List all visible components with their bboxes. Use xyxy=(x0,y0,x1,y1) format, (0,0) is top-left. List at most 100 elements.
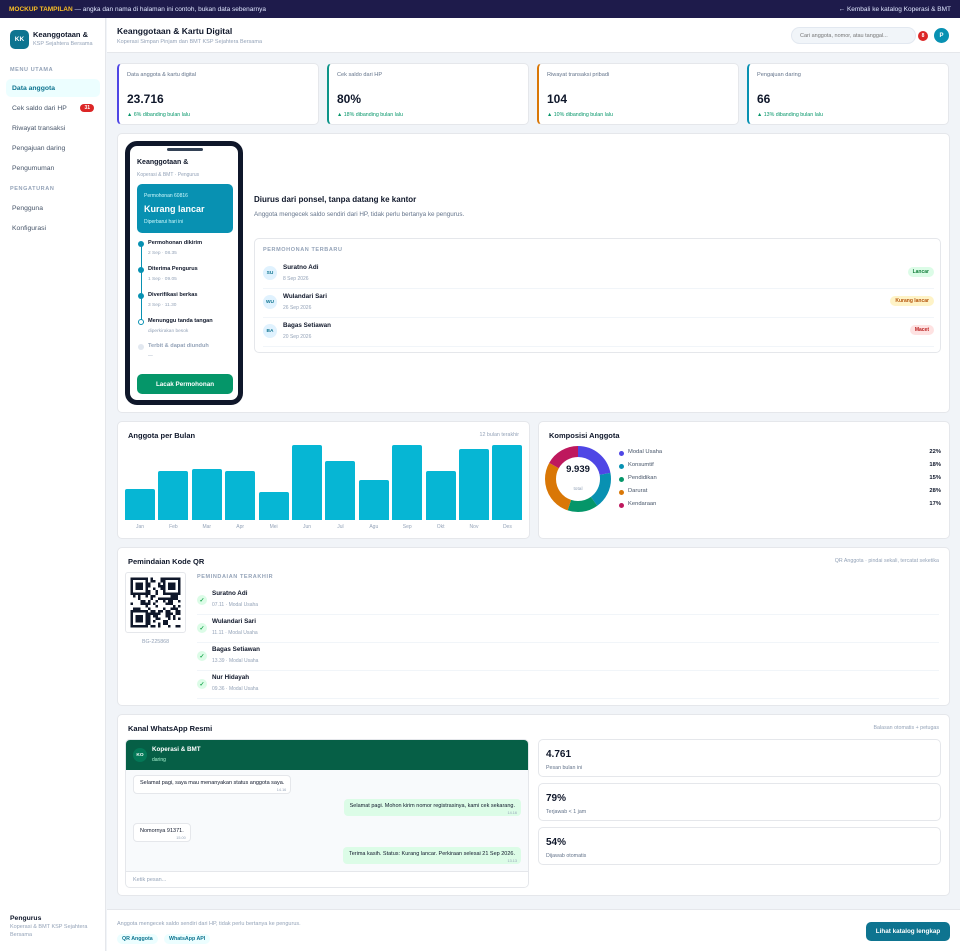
legend-item: Kendaraan 17% xyxy=(619,501,941,511)
qr-module xyxy=(153,615,156,618)
request-date: 20 Sep 2026 xyxy=(283,334,312,340)
sidebar-item-pengguna[interactable]: Pengguna xyxy=(6,199,100,217)
sidebar-item-konfigurasi[interactable]: Konfigurasi xyxy=(6,219,100,237)
legend-swatch xyxy=(619,464,624,469)
chat-message-input[interactable]: Ketik pesan... xyxy=(126,871,528,887)
scan-row[interactable]: ✓ Wulandari Sari 11.11 · Modal Usaha xyxy=(197,615,939,643)
qr-module xyxy=(168,617,171,620)
qr-module xyxy=(130,602,133,605)
brand-logo: KK xyxy=(10,30,29,49)
donut-slice-darurat xyxy=(545,446,611,512)
whatsapp-stat-label: Pesan bulan ini xyxy=(546,765,583,771)
request-name: Suratno Adi xyxy=(283,264,319,271)
request-row[interactable]: WU Wulandari Sari 26 Sep 2026 Kurang lancar xyxy=(263,290,934,318)
donut-chart xyxy=(545,446,611,512)
scan-row[interactable]: ✓ Suratno Adi 07.11 · Modal Usaha xyxy=(197,587,939,615)
legend-value: 15% xyxy=(929,475,941,481)
bar-mar xyxy=(191,469,222,520)
qr-module xyxy=(165,615,168,618)
chat-avatar: KO xyxy=(133,748,147,762)
whatsapp-stat-label: Dijawab otomatis xyxy=(546,853,587,859)
stat-value: 80% xyxy=(337,92,362,106)
legend-item: Darurat 28% xyxy=(619,488,941,498)
qr-module xyxy=(148,592,151,595)
timeline-line xyxy=(141,244,142,323)
card-title: Kanal WhatsApp Resmi xyxy=(128,724,213,733)
chat-header: KO Koperasi & BMT daring xyxy=(126,740,528,770)
bar-des xyxy=(492,445,523,520)
qr-module xyxy=(150,597,153,600)
sidebar-item-riwayat-transaksi[interactable]: Riwayat transaksi xyxy=(6,119,100,137)
sidebar-item-pengajuan-daring[interactable]: Pengajuan daring xyxy=(6,139,100,157)
status-badge: Lancar xyxy=(907,267,934,277)
qr-module xyxy=(158,610,161,613)
qr-module xyxy=(138,597,141,600)
legend-item: Modal Usaha 22% xyxy=(619,449,941,459)
message-text: Selamat pagi. Mohon kirim nomor registra… xyxy=(349,803,515,809)
notification-badge[interactable]: 8 xyxy=(918,31,928,41)
sidebar-item-cek-saldo[interactable]: Cek saldo dari HP 31 xyxy=(6,99,100,117)
search-input[interactable] xyxy=(791,27,916,44)
message-time: 14.16 xyxy=(507,811,517,815)
qr-module xyxy=(153,587,156,590)
qr-module xyxy=(145,605,148,608)
qr-module xyxy=(160,610,163,613)
status-badge: Macet xyxy=(909,325,934,335)
bar-jun xyxy=(292,445,322,520)
card-title: Komposisi Anggota xyxy=(549,431,620,440)
count-badge: 31 xyxy=(80,104,94,112)
footer-text: Anggota mengecek saldo sendiri dari HP, … xyxy=(117,921,301,927)
qr-module xyxy=(178,617,181,620)
back-to-catalog-link[interactable]: ← Kembali ke katalog Koperasi & BMT xyxy=(838,5,951,13)
qr-module xyxy=(148,585,151,588)
qr-module xyxy=(155,612,158,615)
scan-name: Bagas Setiawan xyxy=(212,646,260,653)
legend-value: 22% xyxy=(929,449,941,455)
x-tick-label: Feb xyxy=(169,524,178,530)
qr-module xyxy=(150,577,153,580)
view-full-catalog-button[interactable]: Lihat katalog lengkap xyxy=(866,922,950,941)
phone-mockup: Keanggotaan & Koperasi & BMT · Pengurus … xyxy=(125,141,243,405)
page-subtitle: Koperasi Simpan Pinjam dan BMT KSP Sejah… xyxy=(117,39,263,45)
legend-value: 28% xyxy=(929,488,941,494)
request-row[interactable]: BA Bagas Setiawan 20 Sep 2026 Macet xyxy=(263,319,934,347)
stat-change: ▲ 10% dibanding bulan lalu xyxy=(547,112,613,118)
qr-module xyxy=(168,615,171,618)
x-tick-label: Apr xyxy=(236,524,245,530)
scan-meta: 09.36 · Modal Usaha xyxy=(212,686,259,692)
track-application-button[interactable]: Lacak Permohonan xyxy=(137,374,233,394)
application-note: Diperbarui hari ini xyxy=(144,219,184,225)
timeline-step-title: Menunggu tanda tangan xyxy=(148,318,213,324)
qr-module xyxy=(160,597,163,600)
qr-module xyxy=(158,582,161,585)
timeline-dot xyxy=(138,241,144,247)
scan-meta: 07.11 · Modal Usaha xyxy=(212,602,259,608)
phone-subtitle: Koperasi & BMT · Pengurus xyxy=(137,172,200,178)
banner-message: — angka dan nama di halaman ini contoh, … xyxy=(72,5,267,13)
qr-module xyxy=(135,582,143,590)
qr-module xyxy=(145,602,148,605)
legend-swatch xyxy=(619,451,624,456)
qr-code[interactable] xyxy=(125,572,186,633)
scan-row[interactable]: ✓ Nur Hidayah 09.36 · Modal Usaha xyxy=(197,671,939,699)
application-status: Kurang lancar xyxy=(144,204,205,214)
qr-module xyxy=(158,622,161,625)
scan-row[interactable]: ✓ Bagas Setiawan 13.39 · Modal Usaha xyxy=(197,643,939,671)
qr-module xyxy=(168,600,171,603)
request-row[interactable]: SU Suratno Adi 8 Sep 2026 Lancar xyxy=(263,261,934,289)
hero-heading: Diurus dari ponsel, tanpa datang ke kant… xyxy=(254,195,417,204)
chat-message-outgoing: Terima kasih. Status: Kurang lancar. Per… xyxy=(342,847,521,864)
qr-module xyxy=(173,597,176,600)
sidebar-item-pengumuman[interactable]: Pengumuman xyxy=(6,159,100,177)
qr-module xyxy=(135,615,143,623)
qr-module xyxy=(160,577,163,580)
sidebar-item-label: Cek saldo dari HP xyxy=(12,104,67,112)
check-icon: ✓ xyxy=(197,595,207,605)
qr-module xyxy=(148,622,151,625)
timeline-step-time: 2 Sep · 08.35 xyxy=(148,251,177,256)
sidebar-item-label: Pengumuman xyxy=(12,164,55,172)
sidebar-item-data-anggota[interactable]: Data anggota xyxy=(6,79,100,97)
avatar[interactable]: P xyxy=(934,28,949,43)
sidebar-item-label: Pengguna xyxy=(12,204,43,212)
qr-module xyxy=(165,622,168,625)
